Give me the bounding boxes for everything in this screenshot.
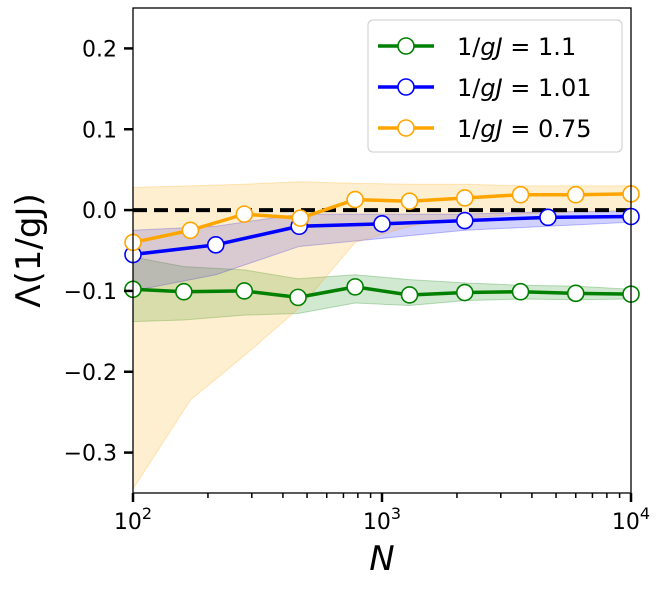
data-point xyxy=(181,221,200,240)
data-point xyxy=(291,209,310,227)
data-point xyxy=(400,192,419,210)
data-point xyxy=(346,190,364,209)
y-tick-label: 0.2 xyxy=(82,37,117,62)
y-tick-label: −0.2 xyxy=(64,361,117,386)
legend-label: 1/gJ = 0.75 xyxy=(457,115,591,143)
data-point xyxy=(511,185,530,204)
data-point xyxy=(566,284,585,303)
legend-box xyxy=(367,19,623,153)
data-point xyxy=(455,283,474,302)
data-point xyxy=(206,236,225,254)
y-axis-title: Λ(1/gJ) xyxy=(9,193,49,307)
y-tick-label: −0.1 xyxy=(64,280,117,305)
data-point xyxy=(346,278,364,296)
data-point xyxy=(400,286,419,304)
data-point xyxy=(566,185,585,204)
data-point xyxy=(455,189,474,207)
y-tick-label: 0.0 xyxy=(82,199,117,224)
x-axis-title: N xyxy=(369,539,394,579)
data-point xyxy=(235,205,254,223)
y-tick-label: −0.3 xyxy=(64,442,117,467)
x-tick-label: 102 xyxy=(114,504,152,535)
data-point xyxy=(373,215,391,233)
data-point xyxy=(455,211,474,230)
legend-marker xyxy=(397,37,415,55)
data-point xyxy=(175,282,193,301)
legend-label: 1/gJ = 1.1 xyxy=(457,33,576,61)
data-point xyxy=(539,208,557,227)
x-tick-label: 103 xyxy=(363,504,401,535)
legend-marker xyxy=(397,119,415,137)
data-point xyxy=(235,282,254,300)
series-line-2 xyxy=(132,192,632,245)
legend-marker xyxy=(397,78,415,96)
data-point xyxy=(511,282,530,301)
series-line-0 xyxy=(132,285,632,300)
legend-label: 1/gJ = 1.01 xyxy=(457,74,591,102)
axes: 0.2 0.1 0.0 −0.1 −0.2 −0.3 102 103 104 N Λ(1/gJ) xyxy=(9,37,650,579)
x-tick-label: 104 xyxy=(612,504,650,535)
y-tick-label: 0.1 xyxy=(82,118,117,143)
legend: 1/gJ = 1.1 1/gJ = 1.01 1/gJ = 0.75 xyxy=(367,19,623,153)
data-point xyxy=(289,288,307,307)
